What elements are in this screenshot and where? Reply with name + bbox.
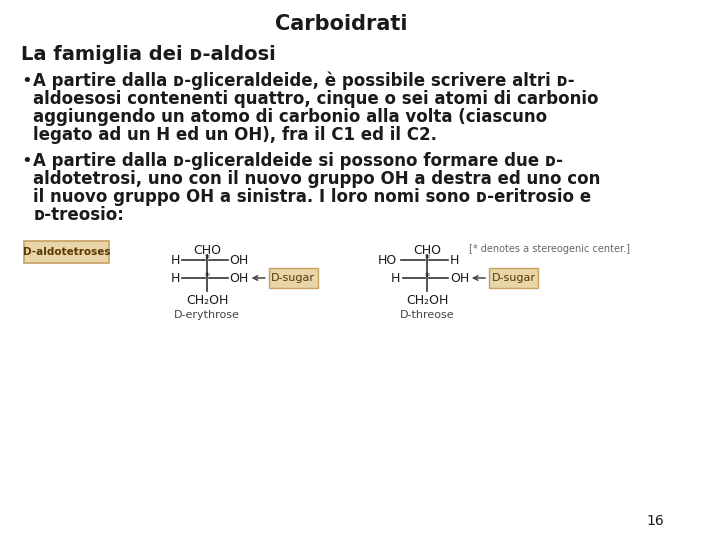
Text: *: *: [204, 254, 210, 264]
Text: ᴅ-treosio:: ᴅ-treosio:: [33, 206, 124, 224]
Text: Carboidrati: Carboidrati: [276, 14, 408, 34]
Text: il nuovo gruppo OH a sinistra. I loro nomi sono ᴅ-eritrosio e: il nuovo gruppo OH a sinistra. I loro no…: [33, 188, 591, 206]
Text: A partire dalla ᴅ-gliceraldeide si possono formare due ᴅ-: A partire dalla ᴅ-gliceraldeide si posso…: [33, 152, 563, 170]
Text: H: H: [171, 272, 181, 285]
Text: legato ad un H ed un OH), fra il C1 ed il C2.: legato ad un H ed un OH), fra il C1 ed i…: [33, 126, 437, 144]
Text: HO: HO: [377, 253, 397, 267]
Text: aldotetrosi, uno con il nuovo gruppo OH a destra ed uno con: aldotetrosi, uno con il nuovo gruppo OH …: [33, 170, 600, 188]
Text: A partire dalla ᴅ-gliceraldeide, è possibile scrivere altri ᴅ-: A partire dalla ᴅ-gliceraldeide, è possi…: [33, 72, 575, 91]
Text: •: •: [21, 72, 32, 90]
Text: •: •: [21, 152, 32, 170]
Text: CHO: CHO: [413, 244, 441, 257]
Text: *: *: [204, 272, 210, 282]
Text: *: *: [425, 254, 430, 264]
Text: D-sugar: D-sugar: [492, 273, 536, 283]
Text: aggiungendo un atomo di carbonio alla volta (ciascuno: aggiungendo un atomo di carbonio alla vo…: [33, 108, 547, 126]
Text: CH₂OH: CH₂OH: [406, 294, 449, 307]
Text: CHO: CHO: [193, 244, 221, 257]
FancyBboxPatch shape: [24, 241, 109, 263]
Text: H: H: [450, 253, 459, 267]
Text: La famiglia dei ᴅ-aldosi: La famiglia dei ᴅ-aldosi: [21, 45, 276, 64]
Text: D-sugar: D-sugar: [271, 273, 315, 283]
Text: *: *: [425, 272, 430, 282]
Text: OH: OH: [450, 272, 469, 285]
Text: D-aldotetroses: D-aldotetroses: [23, 247, 110, 257]
Text: CH₂OH: CH₂OH: [186, 294, 228, 307]
Text: aldoesosi contenenti quattro, cinque o sei atomi di carbonio: aldoesosi contenenti quattro, cinque o s…: [33, 90, 599, 108]
Text: OH: OH: [230, 272, 249, 285]
Text: D-threose: D-threose: [400, 310, 454, 320]
Text: 16: 16: [647, 514, 665, 528]
Text: D-erythrose: D-erythrose: [174, 310, 240, 320]
FancyBboxPatch shape: [269, 268, 318, 288]
FancyBboxPatch shape: [489, 268, 539, 288]
Text: OH: OH: [230, 253, 249, 267]
Text: H: H: [171, 253, 181, 267]
Text: H: H: [391, 272, 400, 285]
Text: [* denotes a stereogenic center.]: [* denotes a stereogenic center.]: [469, 244, 630, 254]
